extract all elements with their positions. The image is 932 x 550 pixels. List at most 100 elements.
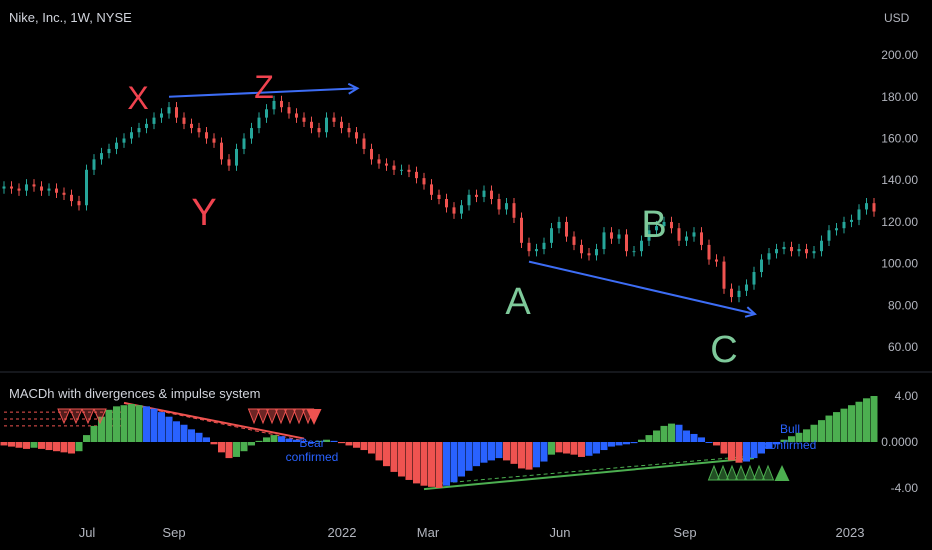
price-candle [107, 148, 111, 154]
macd-bar [810, 424, 818, 442]
price-candle [347, 128, 351, 133]
price-panel[interactable]: 200.00 180.00 160.00 140.00 120.00 100.00 80.0… [2, 48, 919, 371]
price-candle [197, 128, 201, 133]
macd-bar [533, 442, 540, 468]
signal-label-line2: confirmed [764, 438, 817, 452]
bear-signal-triangle [81, 408, 95, 425]
macd-bar [150, 408, 158, 442]
price-candle [722, 261, 726, 289]
price-candle [670, 221, 673, 229]
macd-bar [675, 424, 683, 442]
price-axis[interactable]: 200.00 180.00 160.00 140.00 120.00 100.00 80.0… [881, 48, 918, 354]
time-tick-label: Jun [550, 525, 571, 540]
price-candle [415, 171, 418, 179]
price-candle [115, 142, 118, 149]
price-candle [70, 194, 73, 202]
bullish-divergence-line [423, 457, 755, 491]
price-candle [362, 138, 366, 149]
price-candle [685, 236, 688, 241]
macd-bar [255, 440, 263, 442]
bull-signal-triangle [716, 464, 730, 481]
price-tick-label: 60.00 [888, 340, 918, 354]
macd-bar [105, 409, 113, 442]
price-candle [392, 165, 396, 170]
price-candle [377, 159, 381, 164]
macd-bar [30, 442, 38, 448]
price-candle [317, 128, 321, 133]
divergence-arrow [528, 260, 754, 314]
macd-bar [128, 404, 135, 442]
price-candle [235, 148, 238, 166]
price-candle [827, 230, 831, 241]
macd-bar [548, 442, 555, 455]
macd-bar [383, 442, 390, 467]
price-candle [280, 100, 283, 108]
macd-bar [653, 430, 660, 442]
point-label-z: Z [254, 69, 274, 105]
price-candle [850, 219, 853, 222]
time-tick-label: 2023 [836, 525, 865, 540]
macd-bar [45, 442, 53, 451]
macd-bar [600, 442, 608, 451]
price-annotations: X Z Y A B C [127, 69, 754, 371]
price-candle [227, 159, 231, 166]
price-candle [835, 228, 838, 231]
price-candle [580, 244, 583, 254]
macd-bar [488, 442, 495, 461]
macd-bar [420, 442, 428, 486]
bear-signal-triangle [274, 408, 288, 425]
signal-label-line1: Bull [780, 422, 800, 436]
price-candle [220, 142, 223, 160]
bear-signal-triangle [283, 408, 297, 425]
time-tick-label: Jul [79, 525, 96, 540]
price-candle [865, 203, 868, 210]
macd-bar [630, 442, 638, 444]
time-axis[interactable]: Jul Sep 2022 Mar Jun Sep 2023 [79, 525, 865, 540]
macd-bar [413, 442, 420, 484]
macd-bar [728, 442, 735, 461]
macd-bar [615, 442, 623, 446]
macd-bar [188, 429, 195, 442]
price-candle [557, 221, 561, 229]
macd-axis[interactable]: 4.00 0.0000 -4.00 [881, 389, 918, 495]
price-candle [92, 159, 96, 170]
price-candle [17, 188, 21, 191]
macd-bar [668, 423, 675, 442]
macd-bar [503, 442, 510, 461]
macd-bar [0, 442, 8, 446]
indicator-title: MACDh with divergences & impulse system [9, 386, 260, 401]
macd-bar [173, 421, 180, 442]
macd-bar [593, 442, 600, 454]
macd-bar [218, 442, 225, 453]
price-candle [610, 232, 613, 239]
macd-bar [840, 408, 848, 442]
price-candle [100, 153, 103, 160]
macd-bar [458, 442, 465, 477]
price-candle [715, 259, 718, 262]
macd-panel[interactable]: 4.000.0000-4.00 BearconfirmedBullconfirm… [0, 389, 919, 495]
price-candle [790, 246, 793, 252]
macd-bar [8, 442, 15, 447]
price-candle [272, 100, 276, 110]
macd-bar [638, 439, 645, 442]
macd-bar [308, 442, 315, 443]
bull-signal-triangle [707, 464, 721, 481]
macd-tick-label: 4.00 [895, 389, 919, 403]
price-candle [820, 240, 823, 252]
macd-bar [143, 406, 150, 442]
macd-bar [240, 442, 248, 452]
macd-bar [870, 396, 878, 442]
point-label-a: A [505, 281, 531, 323]
price-candle [175, 107, 178, 118]
price-candle [250, 128, 253, 139]
price-candle [167, 107, 171, 114]
macd-bar [278, 436, 285, 442]
macd-bar [480, 442, 488, 463]
macd-bar [705, 442, 713, 443]
macd-bar [165, 416, 173, 442]
macd-tick-label: -4.00 [891, 481, 919, 495]
macd-bar [750, 442, 758, 459]
time-tick-label: 2022 [328, 525, 357, 540]
macd-bar [623, 442, 630, 445]
price-candle [452, 207, 456, 214]
